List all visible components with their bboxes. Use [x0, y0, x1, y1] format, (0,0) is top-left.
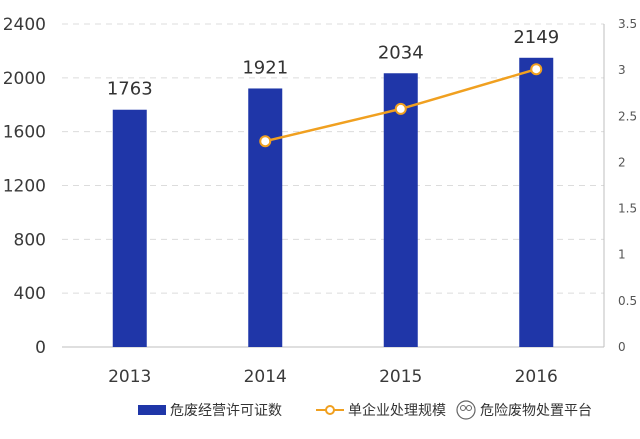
y-left-tick-label: 2400 — [3, 15, 46, 35]
legend: 危废经营许可证数 单企业处理规模（万吨） — [138, 402, 502, 419]
bar — [519, 57, 554, 347]
y-axis-left: 0 400 800 1200 1600 2000 2400 — [3, 15, 46, 358]
grid-lines — [62, 23, 604, 348]
bar — [112, 109, 147, 347]
watermark-background — [452, 398, 638, 422]
y-left-tick-label: 800 — [14, 230, 46, 250]
bar — [383, 73, 418, 347]
line-point — [530, 63, 543, 76]
x-axis: 2013 2014 2015 2016 — [108, 367, 558, 387]
line-point — [259, 135, 272, 148]
watermark: 危险废物处置平台 — [452, 398, 638, 422]
line-point — [394, 102, 407, 115]
y-right-tick-label: 2.5 — [618, 109, 637, 123]
y-left-tick-label: 1600 — [3, 123, 46, 143]
y-right-tick-label: 0 — [618, 340, 626, 354]
bar — [248, 88, 283, 347]
watermark-text: 危险废物处置平台 — [480, 403, 592, 419]
legend-bar-swatch — [138, 405, 166, 415]
y-right-tick-label: 2 — [618, 155, 626, 169]
y-right-tick-label: 3 — [618, 63, 626, 77]
line-series — [259, 63, 543, 148]
watermark-logo-eye-right — [466, 405, 472, 411]
bar-series — [112, 57, 554, 347]
x-tick-label: 2014 — [244, 367, 287, 387]
y-right-tick-label: 0.5 — [618, 294, 637, 308]
watermark-logo-icon — [456, 400, 476, 420]
bar-value-label: 1921 — [242, 57, 288, 78]
x-tick-label: 2016 — [515, 367, 558, 387]
data-labels: 1763 1921 2034 2149 — [107, 27, 559, 100]
y-left-tick-label: 400 — [14, 284, 46, 304]
bar-value-label: 1763 — [107, 79, 153, 100]
x-tick-label: 2013 — [108, 367, 151, 387]
bar-value-label: 2034 — [378, 42, 424, 63]
y-left-tick-label: 2000 — [3, 69, 46, 89]
y-right-tick-label: 1 — [618, 248, 626, 262]
y-left-tick-label: 0 — [35, 338, 46, 358]
x-tick-label: 2015 — [379, 367, 422, 387]
y-axis-right: 0 0.5 1 1.5 2 2.5 3 3.5 — [603, 17, 637, 354]
legend-bar-label: 危废经营许可证数 — [170, 403, 282, 419]
y-left-tick-label: 1200 — [3, 177, 46, 197]
watermark-logo-eye-left — [460, 405, 466, 411]
y-right-tick-label: 1.5 — [618, 202, 637, 216]
bar-value-label: 2149 — [513, 27, 559, 48]
y-right-tick-label: 3.5 — [618, 17, 637, 31]
legend-line-marker — [325, 405, 335, 415]
